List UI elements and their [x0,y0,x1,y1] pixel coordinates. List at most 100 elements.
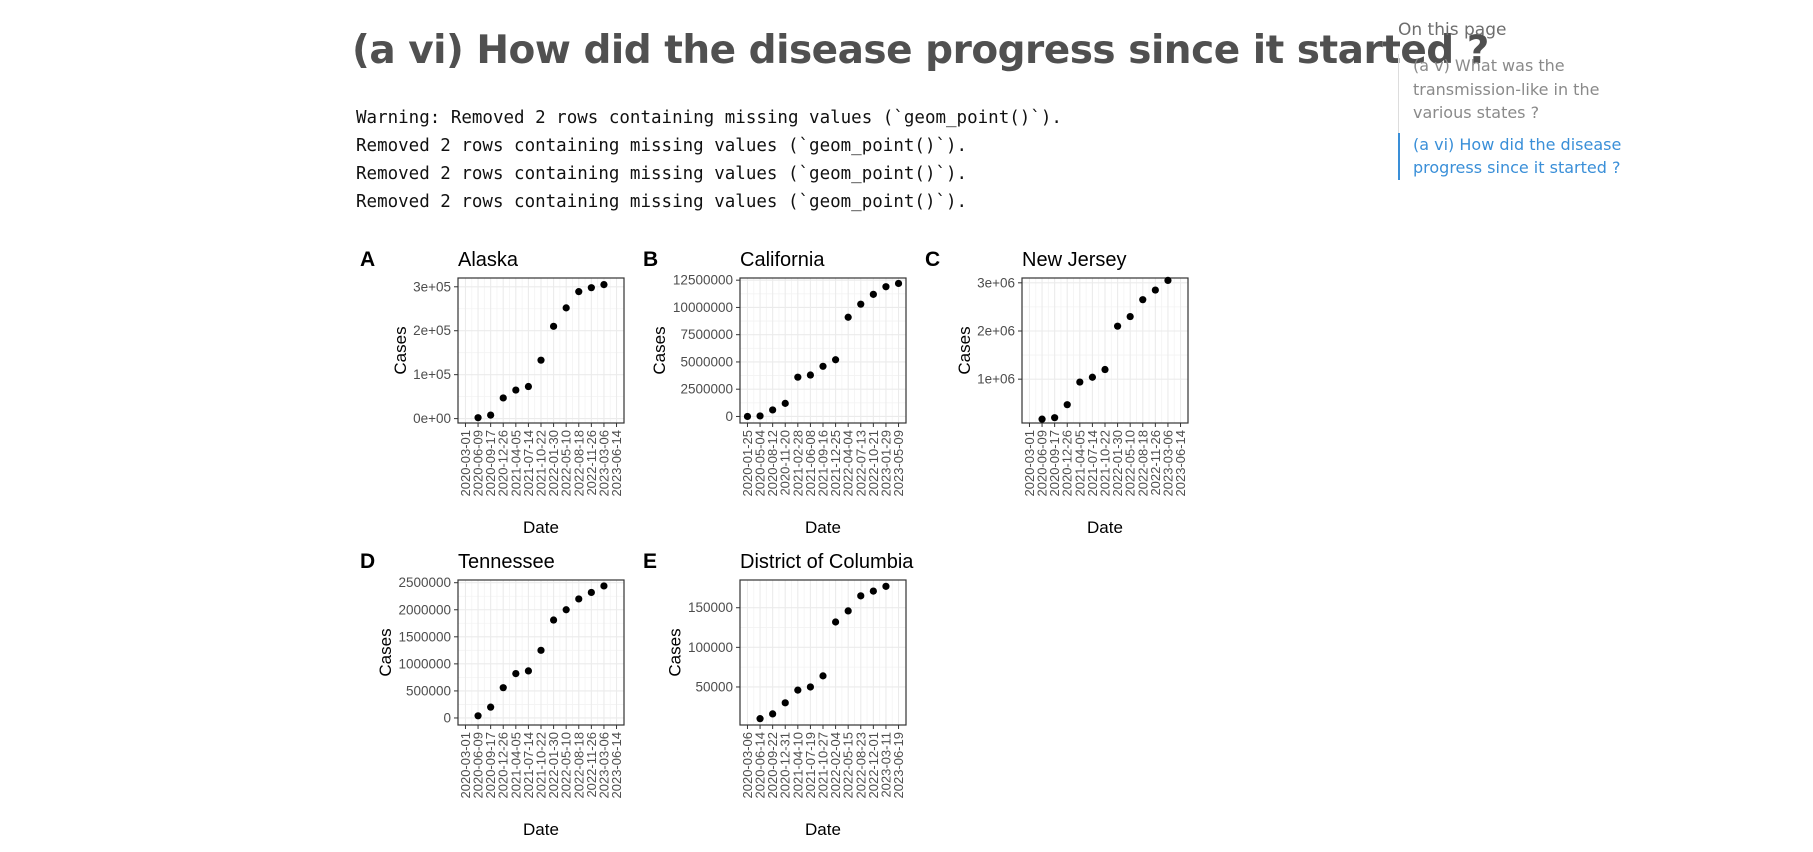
x-tick-label: 2020-11-20 [778,430,793,496]
data-point [1038,415,1046,423]
data-point [1063,401,1071,409]
y-axis-label: Cases [391,326,410,374]
chart-facet-c: C New Jersey 2020-03-012020-06-092020-09-1… [925,248,1189,537]
facet-tag: E [643,550,657,573]
data-point [600,280,608,289]
x-tick-label: 2021-12-25 [828,430,843,497]
x-tick-label: 2021-07-14 [1085,430,1100,497]
x-tick-label: 2021-09-16 [816,430,831,497]
x-tick-label: 2022-12-01 [866,732,881,799]
x-axis-label: Date [523,820,559,839]
x-tick-label: 2021-07-14 [521,430,536,497]
data-point [831,356,840,364]
data-point [857,300,865,308]
data-point [549,616,558,624]
x-tick-label: 2021-04-05 [1072,430,1087,497]
x-tick-label: 2022-05-10 [559,732,574,799]
facet-tag: D [360,550,375,573]
y-tick-label: 1000000 [398,656,451,671]
y-tick-label: 2500000 [680,382,733,397]
y-tick-label: 2e+05 [413,323,451,338]
data-point [512,670,520,678]
data-point [487,703,495,711]
x-tick-label: 2021-06-08 [803,430,818,497]
x-tick-label: 2023-03-06 [596,430,611,497]
data-point [831,618,840,626]
x-tick-label: 2021-07-14 [521,732,536,799]
y-axis-label: Cases [665,628,684,676]
x-tick-label: 2021-10-22 [534,732,549,799]
data-point [487,411,495,419]
x-tick-label: 2020-09-22 [765,732,780,799]
y-tick-label: 2500000 [398,575,451,590]
x-tick-label: 2020-08-12 [765,430,780,497]
toc-link-a-v[interactable]: (a v) What was the transmission-like in … [1413,56,1600,122]
data-point [499,394,507,402]
x-tick-label: 2020-03-06 [740,732,755,799]
data-point [524,382,533,391]
x-tick-label: 2023-05-09 [891,430,906,497]
data-point [769,710,777,718]
panel-border [1021,277,1189,424]
y-tick-label: 2000000 [398,602,451,617]
data-point [882,283,890,291]
x-axis-label: Date [1087,518,1123,537]
data-point [1139,296,1147,304]
toc-link-a-vi[interactable]: (a vi) How did the disease progress sinc… [1398,132,1638,180]
y-tick-label: 0 [443,710,451,725]
y-tick-label: 150000 [688,600,733,615]
panel-border [457,579,625,726]
y-axis-label: Cases [955,326,974,374]
data-point [794,686,802,694]
x-axis-label: Date [805,518,841,537]
x-tick-label: 2020-12-26 [496,732,511,799]
x-tick-label: 2021-04-10 [790,732,805,799]
y-tick-label: 50000 [695,679,733,694]
x-tick-label: 2022-05-10 [1123,430,1138,497]
x-axis-label: Date [805,820,841,839]
data-point [524,667,533,675]
x-tick-label: 2020-09-17 [1047,430,1062,497]
data-point [857,592,865,600]
x-tick-label: 2021-02-28 [790,430,805,497]
x-tick-label: 2022-10-21 [866,430,881,497]
x-tick-label: 2022-01-30 [546,732,561,799]
x-tick-label: 2020-01-25 [740,430,755,497]
x-tick-label: 2021-10-27 [816,732,831,799]
y-tick-label: 3e+05 [413,279,451,294]
facet-title: Tennessee [458,551,555,573]
data-point [1126,312,1134,321]
data-point [537,646,545,654]
data-point [781,699,789,707]
console-line: Removed 2 rows containing missing values… [356,136,968,156]
x-tick-label: 2020-12-26 [1060,430,1075,497]
x-tick-label: 2020-06-14 [753,732,768,799]
x-tick-label: 2020-06-09 [471,430,486,497]
data-point [562,304,570,312]
data-point [474,712,482,720]
facet-tag: A [360,248,375,271]
facet-tag: C [925,248,940,271]
x-tick-label: 2022-08-23 [853,732,868,799]
y-tick-label: 12500000 [673,273,733,288]
data-point [844,313,852,321]
facet-tag: B [643,248,658,271]
chart-facet-b: B California 2020-01-252020-05-042020-08-1… [643,248,907,537]
data-point [512,386,520,394]
x-tick-label: 2023-06-19 [891,732,906,799]
data-point [743,412,752,421]
x-tick-label: 2023-06-14 [1173,430,1188,497]
y-tick-label: 5000000 [680,354,733,369]
x-tick-label: 2022-08-18 [571,732,586,799]
data-point [769,406,777,414]
data-point [575,288,583,296]
x-tick-label: 2023-01-29 [878,430,893,497]
x-tick-label: 2023-06-14 [609,430,624,497]
x-tick-label: 2021-07-19 [803,732,818,799]
x-tick-label: 2020-03-01 [458,732,473,799]
x-tick-label: 2020-03-01 [458,430,473,497]
x-tick-label: 2023-06-14 [609,732,624,799]
facet-title: District of Columbia [740,551,914,573]
data-point [806,683,815,691]
y-tick-label: 0e+00 [413,411,451,426]
